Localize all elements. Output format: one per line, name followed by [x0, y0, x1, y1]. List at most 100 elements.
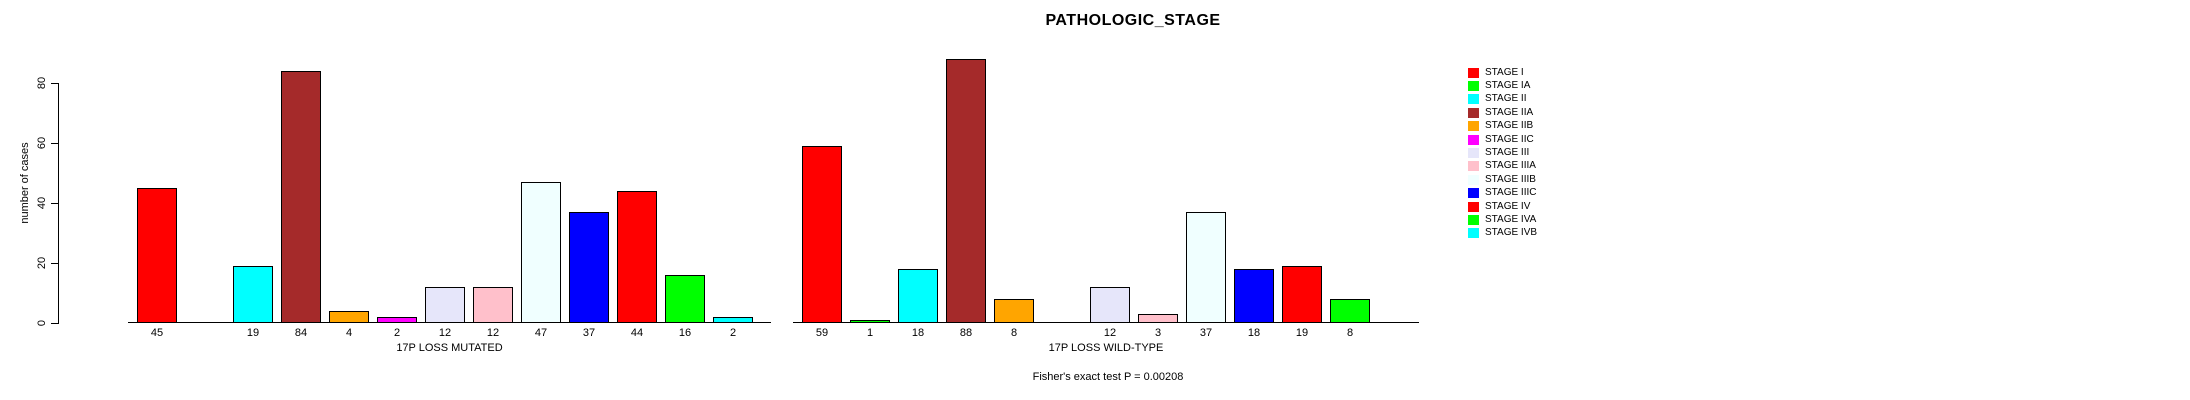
y-axis-tick — [51, 323, 58, 324]
legend-label: STAGE IIB — [1485, 120, 1534, 132]
legend-item-stage-i: STAGE I — [1468, 66, 1537, 79]
bar-value-label: 2 — [393, 327, 401, 339]
legend-label: STAGE III — [1485, 147, 1530, 159]
bar-value-label: 47 — [534, 327, 548, 339]
legend-item-stage-iib: STAGE IIB — [1468, 120, 1537, 133]
legend-swatch — [1468, 94, 1479, 105]
bar-value-label: 8 — [1346, 327, 1354, 339]
bar-stage-ia — [850, 320, 890, 323]
legend-swatch — [1468, 134, 1479, 145]
bar-stage-ii — [233, 266, 273, 323]
legend-swatch — [1468, 228, 1479, 239]
bar-value-label: 12 — [438, 327, 452, 339]
legend-swatch — [1468, 67, 1479, 78]
legend-swatch — [1468, 121, 1479, 132]
legend-label: STAGE I — [1485, 66, 1524, 78]
bar-stage-ii — [898, 269, 938, 323]
legend-label: STAGE IA — [1485, 80, 1531, 92]
legend-item-stage-iiia: STAGE IIIA — [1468, 160, 1537, 173]
bar-stage-iva — [1330, 299, 1370, 323]
bar-value-label: 84 — [294, 327, 308, 339]
y-tick-label: 80 — [36, 76, 48, 90]
bar-stage-iib — [329, 311, 369, 323]
bar-stage-iii — [425, 287, 465, 323]
bar-value-label: 19 — [246, 327, 260, 339]
legend-label: STAGE IVB — [1485, 227, 1538, 239]
bar-stage-iii — [1090, 287, 1130, 323]
legend-swatch — [1468, 161, 1479, 172]
bar-stage-i — [137, 188, 177, 323]
legend-swatch — [1468, 107, 1479, 118]
y-tick-label: 60 — [36, 136, 48, 150]
bar-value-label: 12 — [486, 327, 500, 339]
legend-swatch — [1468, 188, 1479, 199]
bar-stage-iv — [1282, 266, 1322, 323]
legend-item-stage-iiib: STAGE IIIB — [1468, 173, 1537, 186]
fisher-test-note: Fisher's exact test P = 0.00208 — [1032, 371, 1184, 383]
bar-value-label: 4 — [345, 327, 353, 339]
bar-value-label: 3 — [1154, 327, 1162, 339]
bar-stage-iiib — [1186, 212, 1226, 323]
legend-swatch — [1468, 148, 1479, 159]
legend-item-stage-iic: STAGE IIC — [1468, 133, 1537, 146]
legend-swatch — [1468, 201, 1479, 212]
bar-stage-iva — [665, 275, 705, 323]
bar-stage-iic — [377, 317, 417, 323]
bar-value-label: 2 — [729, 327, 737, 339]
legend-item-stage-iii: STAGE III — [1468, 146, 1537, 159]
bar-value-label: 45 — [150, 327, 164, 339]
legend-label: STAGE IV — [1485, 200, 1531, 212]
y-axis-label: number of cases — [19, 142, 31, 224]
bar-stage-i — [802, 146, 842, 323]
legend-label: STAGE IIA — [1485, 106, 1534, 118]
legend-item-stage-iia: STAGE IIA — [1468, 106, 1537, 119]
legend-label: STAGE IIC — [1485, 133, 1534, 145]
legend-item-stage-iv: STAGE IV — [1468, 200, 1537, 213]
bar-stage-iv — [617, 191, 657, 323]
legend-label: STAGE II — [1485, 93, 1527, 105]
bar-stage-iia — [946, 59, 986, 323]
legend-label: STAGE IIIA — [1485, 160, 1536, 172]
legend-item-stage-ivb: STAGE IVB — [1468, 227, 1537, 240]
bar-stage-iib — [994, 299, 1034, 323]
bar-stage-iiib — [521, 182, 561, 323]
legend-item-stage-ia: STAGE IA — [1468, 79, 1537, 92]
y-tick-label: 0 — [36, 319, 48, 327]
bar-value-label: 1 — [866, 327, 874, 339]
chart-title: PATHOLOGIC_STAGE — [1045, 12, 1221, 29]
bar-value-label: 18 — [1247, 327, 1261, 339]
legend-item-stage-iiic: STAGE IIIC — [1468, 187, 1537, 200]
legend-item-stage-iva: STAGE IVA — [1468, 213, 1537, 226]
bar-stage-iiia — [1138, 314, 1178, 323]
legend-item-stage-ii: STAGE II — [1468, 93, 1537, 106]
y-axis-tick — [51, 203, 58, 204]
bar-stage-iiia — [473, 287, 513, 323]
legend-swatch — [1468, 174, 1479, 185]
group-label-mutated: 17P LOSS MUTATED — [396, 342, 503, 354]
bar-value-label: 8 — [1010, 327, 1018, 339]
y-axis-tick — [51, 143, 58, 144]
bar-stage-iiic — [569, 212, 609, 323]
legend: STAGE I STAGE IA STAGE II STAGE IIA STAGE II… — [1468, 66, 1537, 240]
bar-stage-ivb — [713, 317, 753, 323]
bar-value-label: 59 — [815, 327, 829, 339]
bar-stage-iia — [281, 71, 321, 323]
bar-value-label: 44 — [630, 327, 644, 339]
y-tick-label: 20 — [36, 256, 48, 270]
bar-value-label: 37 — [1199, 327, 1213, 339]
bar-value-label: 88 — [959, 327, 973, 339]
group-label-wild-type: 17P LOSS WILD-TYPE — [1048, 342, 1164, 354]
legend-label: STAGE IVA — [1485, 213, 1537, 225]
y-tick-label: 40 — [36, 196, 48, 210]
y-axis-tick — [51, 263, 58, 264]
bar-value-label: 18 — [911, 327, 925, 339]
legend-swatch — [1468, 81, 1479, 92]
bar-value-label: 19 — [1295, 327, 1309, 339]
y-axis-line — [58, 83, 59, 324]
legend-swatch — [1468, 214, 1479, 225]
legend-label: STAGE IIIB — [1485, 173, 1536, 185]
bar-value-label: 37 — [582, 327, 596, 339]
y-axis-tick — [51, 83, 58, 84]
bar-value-label: 12 — [1103, 327, 1117, 339]
